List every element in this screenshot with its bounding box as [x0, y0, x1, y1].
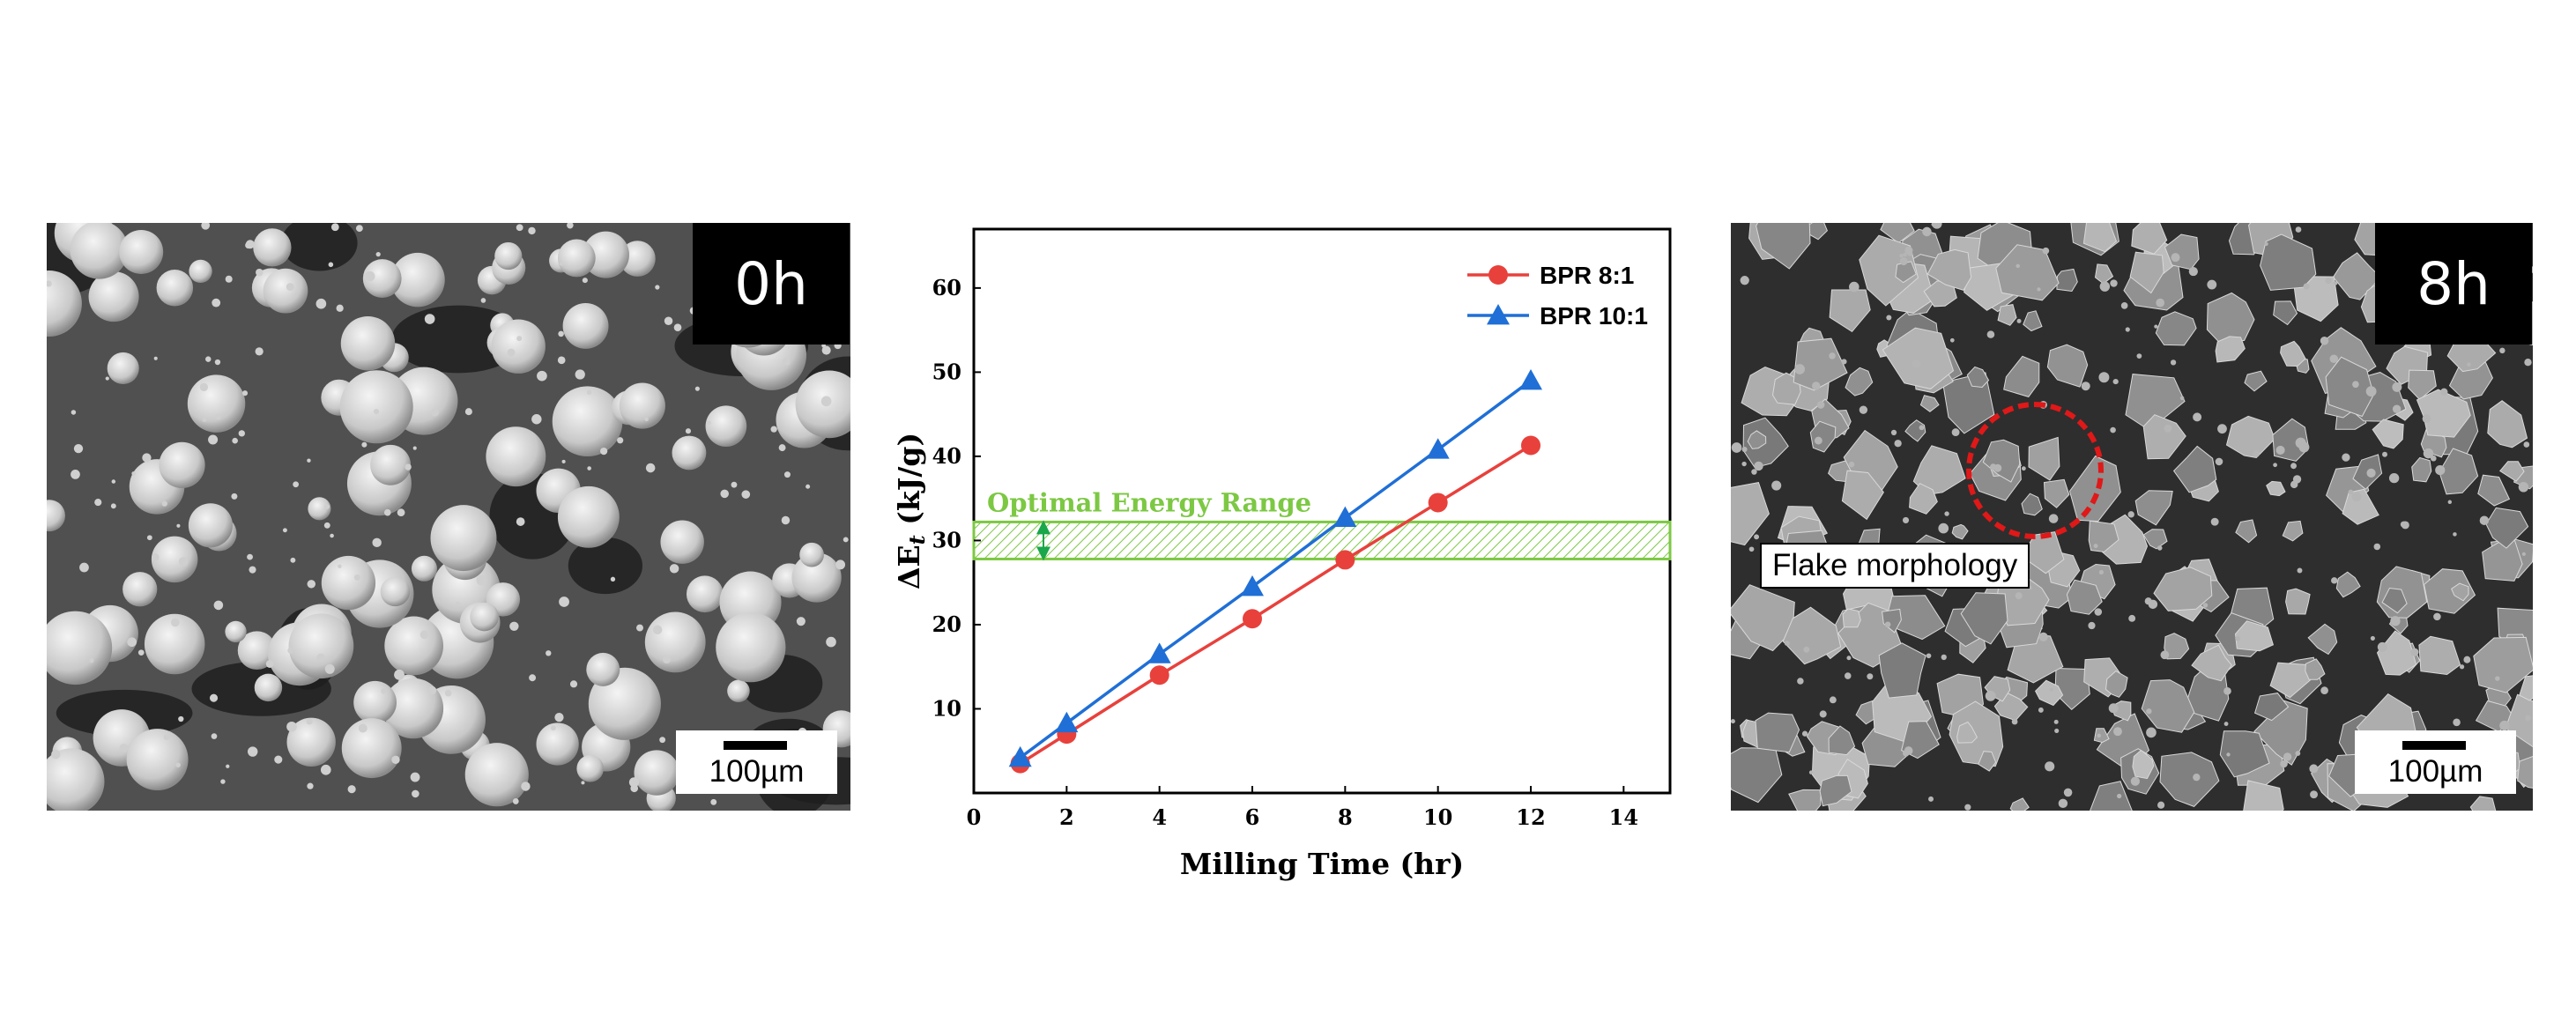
x-tick-label: 6: [1245, 804, 1260, 830]
series-bpr-8-1: [1010, 435, 1540, 774]
data-point: [1335, 550, 1355, 570]
y-tick-label: 20: [932, 611, 961, 637]
y-axis-label-unit: (kJ/g): [892, 433, 926, 535]
series-bpr-10-1: [1008, 368, 1542, 767]
y-tick-label: 10: [932, 695, 961, 721]
data-point: [1333, 506, 1357, 528]
scale-bar: 100µm: [676, 730, 837, 794]
series-line: [1019, 379, 1533, 760]
scale-bar: 100µm: [2355, 730, 2516, 794]
data-point: [1241, 574, 1264, 597]
time-label: 0h: [693, 223, 850, 345]
scale-bar-line: [724, 741, 787, 750]
series-group: [1008, 368, 1542, 774]
y-tick-label: 50: [932, 359, 961, 384]
y-tick-label: 40: [932, 443, 961, 469]
legend: BPR 8:1 BPR 10:1: [1467, 262, 1648, 330]
data-point: [1147, 642, 1171, 663]
optimal-energy-band: Optimal Energy Range: [972, 487, 1672, 561]
x-tick-label: 2: [1059, 804, 1074, 830]
x-tick-label: 10: [1423, 804, 1452, 830]
x-tick-label: 4: [1152, 804, 1167, 830]
data-point: [1428, 493, 1448, 513]
legend-marker: [1487, 304, 1510, 325]
sem-image-0h: 0h 100µm: [47, 223, 850, 811]
y-tick-label: 30: [932, 527, 961, 552]
axis-ticks: 0 2 4 6 8 10 12 14 10 20 30 40 50 60: [932, 275, 1638, 830]
data-point: [1055, 711, 1079, 733]
sem-image-8h: Flake morphology 8h 100µm: [1731, 223, 2533, 811]
plot-frame: [972, 227, 1672, 795]
data-point: [1519, 368, 1542, 390]
time-label: 8h: [2375, 223, 2532, 345]
scale-bar-line: [2402, 741, 2466, 750]
legend-label: BPR 10:1: [1540, 302, 1648, 330]
y-axis-label-prefix: ΔE: [892, 545, 926, 589]
scale-bar-label: 100µm: [709, 754, 805, 789]
y-axis-label-sub: t: [904, 535, 930, 545]
data-point: [1243, 609, 1262, 629]
x-axis-label: Milling Time (hr): [1180, 847, 1464, 881]
legend-label: BPR 8:1: [1540, 262, 1634, 289]
energy-chart: Optimal Energy Range 0 2 4 6 8 10 12 14 10 20 30 40…: [892, 227, 1672, 881]
x-tick-label: 0: [967, 804, 982, 830]
data-point: [1521, 435, 1540, 456]
y-axis-label: ΔEt (kJ/g): [892, 433, 930, 589]
band-rect: [972, 520, 1672, 560]
data-point: [1149, 665, 1169, 685]
x-tick-label: 12: [1516, 804, 1545, 830]
data-point: [1008, 745, 1032, 767]
y-tick-label: 60: [932, 275, 961, 300]
flake-morphology-label: Flake morphology: [1760, 543, 2030, 589]
scale-bar-label: 100µm: [2387, 754, 2483, 789]
flake-highlight-circle: [1966, 402, 2104, 539]
band-label: Optimal Energy Range: [987, 487, 1311, 517]
data-point: [1426, 438, 1450, 459]
x-tick-label: 14: [1609, 804, 1638, 830]
x-tick-label: 8: [1338, 804, 1353, 830]
legend-marker: [1488, 265, 1508, 285]
